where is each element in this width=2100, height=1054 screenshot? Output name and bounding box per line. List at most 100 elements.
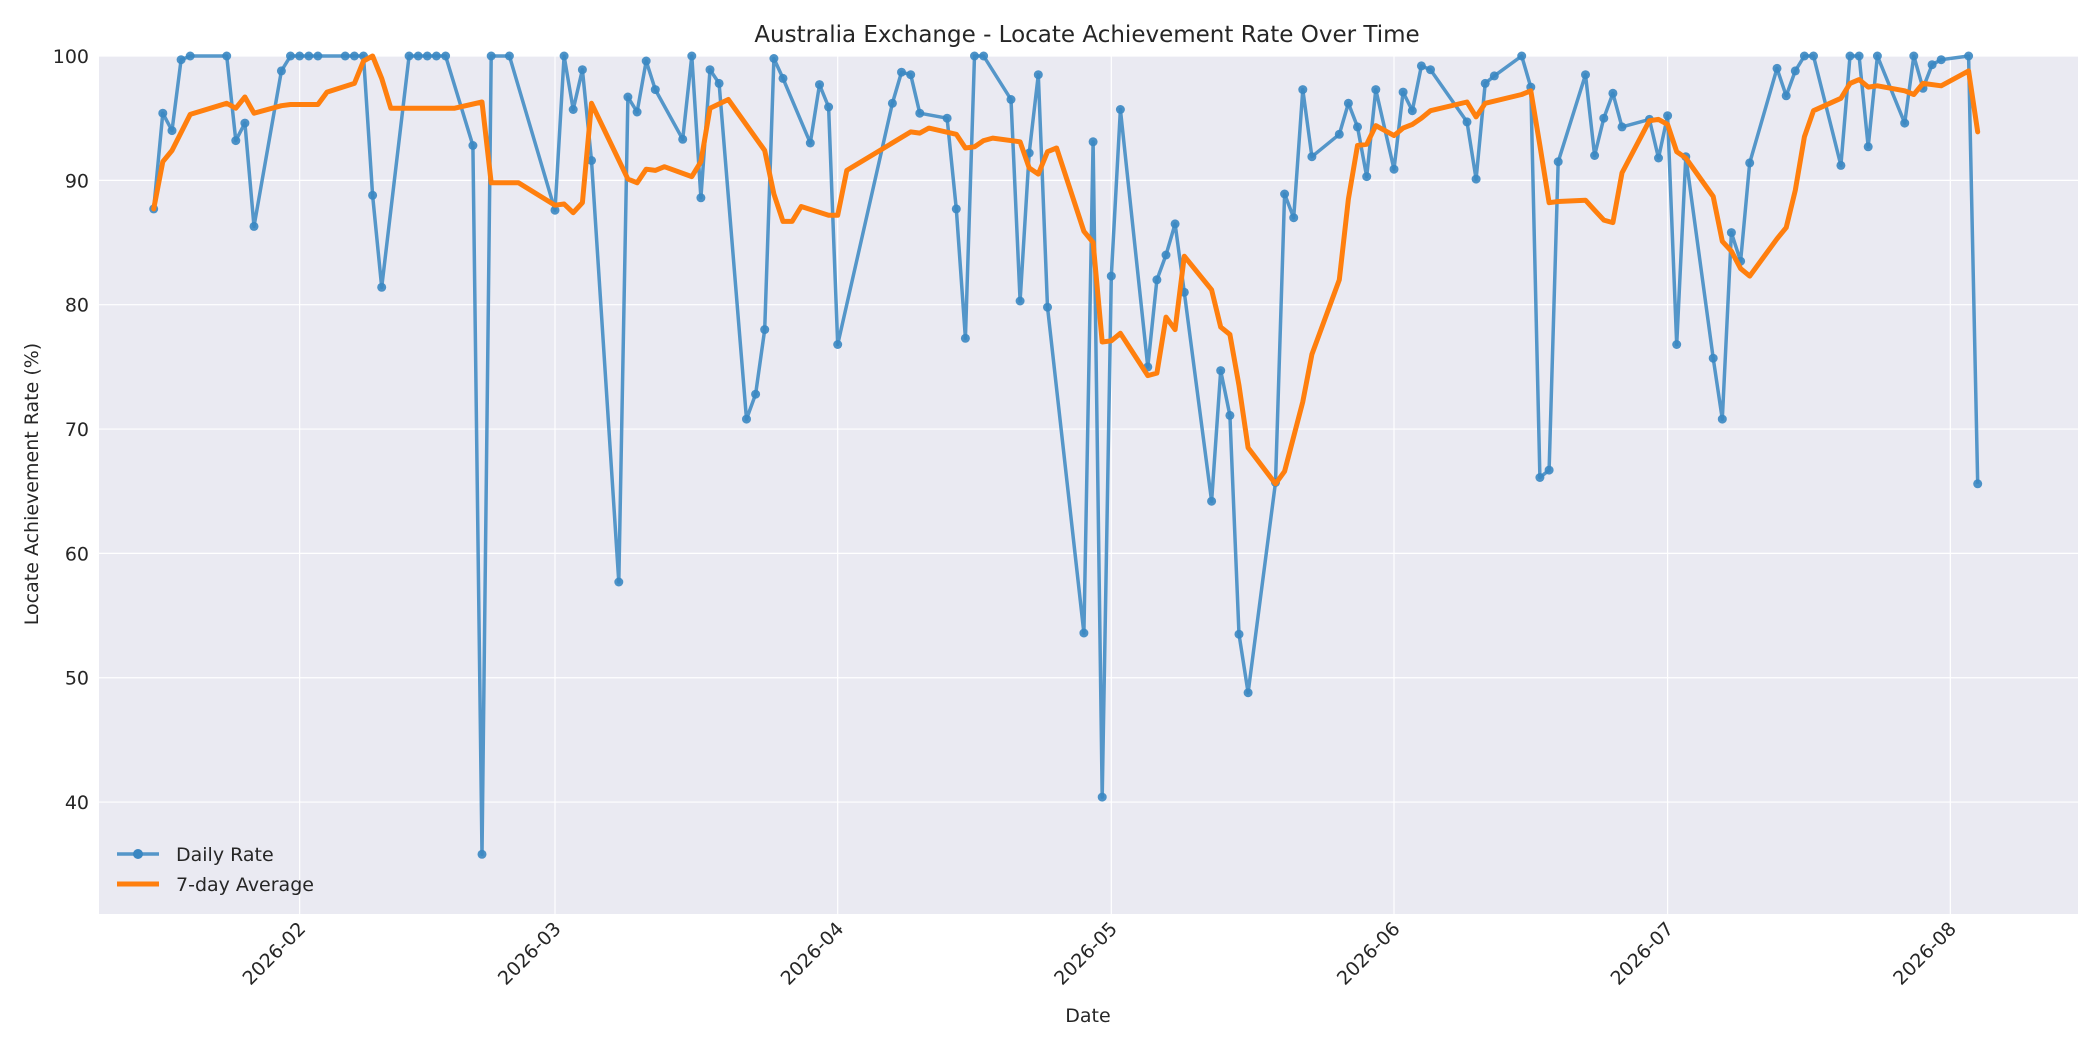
data-point-daily-rate bbox=[587, 156, 596, 165]
legend-item-daily-rate: Daily Rate bbox=[117, 844, 274, 866]
data-point-daily-rate bbox=[1654, 153, 1663, 163]
data-point-daily-rate bbox=[468, 141, 478, 150]
data-point-daily-rate bbox=[915, 108, 925, 118]
data-point-daily-rate bbox=[1663, 111, 1673, 121]
data-point-daily-rate bbox=[1462, 117, 1472, 127]
data-point-daily-rate bbox=[404, 51, 414, 61]
data-point-daily-rate bbox=[1900, 118, 1910, 128]
data-point-daily-rate bbox=[504, 51, 514, 61]
data-point-daily-rate bbox=[979, 51, 989, 61]
data-point-daily-rate bbox=[1371, 85, 1381, 95]
x-tick-label: 2026-02 bbox=[238, 918, 310, 990]
data-point-daily-rate bbox=[1726, 228, 1736, 238]
data-point-daily-rate bbox=[1717, 414, 1727, 424]
data-point-daily-rate bbox=[824, 102, 834, 112]
y-tick-label: 70 bbox=[65, 419, 89, 441]
data-point-daily-rate bbox=[1398, 87, 1408, 97]
y-tick-label: 100 bbox=[53, 46, 89, 68]
data-point-daily-rate bbox=[632, 107, 642, 117]
data-point-daily-rate bbox=[1033, 70, 1043, 80]
data-point-daily-rate bbox=[368, 190, 378, 200]
data-point-daily-rate bbox=[687, 51, 697, 61]
data-point-daily-rate bbox=[1426, 65, 1435, 75]
data-point-daily-rate bbox=[413, 51, 423, 61]
data-point-daily-rate bbox=[1471, 174, 1481, 184]
data-point-daily-rate bbox=[1854, 51, 1864, 61]
data-point-daily-rate bbox=[176, 55, 186, 65]
plot-area bbox=[99, 56, 2078, 914]
x-axis-ticks: 2026-02 2026-03 2026-04 2026-05 2026-06 2026-… bbox=[238, 918, 1960, 990]
data-point-daily-rate bbox=[577, 65, 587, 75]
data-point-daily-rate bbox=[1170, 219, 1180, 229]
data-point-daily-rate bbox=[742, 414, 751, 424]
data-point-daily-rate bbox=[1544, 465, 1554, 475]
data-point-daily-rate bbox=[185, 51, 195, 61]
legend-label-7-day-average: 7-day Average bbox=[176, 874, 314, 896]
x-tick-label: 2026-08 bbox=[1889, 918, 1961, 990]
data-point-daily-rate bbox=[1343, 98, 1353, 108]
y-tick-label: 80 bbox=[65, 295, 89, 317]
data-point-daily-rate bbox=[1234, 629, 1244, 639]
data-point-daily-rate bbox=[951, 204, 961, 214]
data-point-daily-rate bbox=[1334, 129, 1344, 139]
data-point-daily-rate bbox=[1608, 88, 1618, 98]
data-point-daily-rate bbox=[678, 134, 688, 144]
data-point-daily-rate bbox=[1079, 628, 1089, 638]
data-point-daily-rate bbox=[1836, 160, 1846, 170]
data-point-daily-rate bbox=[1973, 479, 1983, 489]
data-point-daily-rate bbox=[1964, 51, 1974, 61]
data-point-daily-rate bbox=[751, 389, 761, 399]
data-point-daily-rate bbox=[815, 80, 824, 90]
series-layer bbox=[149, 51, 1983, 859]
data-point-daily-rate bbox=[760, 325, 770, 335]
y-tick-label: 40 bbox=[65, 792, 89, 814]
data-point-daily-rate bbox=[231, 136, 241, 146]
data-point-daily-rate bbox=[942, 113, 952, 123]
data-point-daily-rate bbox=[1535, 473, 1545, 482]
data-point-daily-rate bbox=[1845, 51, 1855, 61]
data-point-daily-rate bbox=[1872, 51, 1882, 61]
data-point-daily-rate bbox=[286, 51, 295, 61]
data-point-daily-rate bbox=[887, 98, 897, 108]
data-point-daily-rate bbox=[1772, 63, 1782, 73]
legend-marker-daily-rate bbox=[133, 849, 143, 859]
data-point-daily-rate bbox=[714, 78, 724, 88]
data-point-daily-rate bbox=[276, 66, 286, 76]
data-point-daily-rate bbox=[1015, 296, 1025, 306]
data-point-daily-rate bbox=[1106, 271, 1116, 281]
data-point-daily-rate bbox=[158, 108, 168, 118]
data-point-daily-rate bbox=[1480, 78, 1490, 88]
data-point-daily-rate bbox=[313, 51, 323, 61]
data-point-daily-rate bbox=[769, 54, 779, 63]
data-point-daily-rate bbox=[1280, 189, 1290, 199]
data-point-daily-rate bbox=[705, 65, 715, 75]
data-point-daily-rate bbox=[167, 126, 177, 136]
data-point-daily-rate bbox=[568, 105, 578, 114]
data-point-daily-rate bbox=[1590, 151, 1600, 160]
data-point-daily-rate bbox=[1097, 792, 1107, 802]
data-point-daily-rate bbox=[222, 51, 232, 61]
data-point-daily-rate bbox=[1790, 66, 1800, 76]
data-point-daily-rate bbox=[240, 118, 250, 128]
data-point-daily-rate bbox=[778, 73, 788, 83]
data-point-daily-rate bbox=[696, 193, 706, 203]
data-point-daily-rate bbox=[1708, 353, 1718, 363]
data-point-daily-rate bbox=[650, 85, 660, 95]
data-point-daily-rate bbox=[1553, 157, 1563, 167]
data-point-daily-rate bbox=[1672, 340, 1682, 349]
data-point-daily-rate bbox=[1353, 122, 1362, 132]
data-point-daily-rate bbox=[431, 51, 441, 61]
data-point-daily-rate bbox=[623, 92, 633, 102]
data-point-daily-rate bbox=[349, 51, 359, 61]
data-point-daily-rate bbox=[1161, 250, 1171, 260]
data-point-daily-rate bbox=[897, 67, 906, 77]
data-point-daily-rate bbox=[805, 138, 815, 148]
data-point-daily-rate bbox=[960, 333, 970, 343]
x-tick-label: 2026-03 bbox=[494, 918, 566, 990]
data-point-daily-rate bbox=[1581, 70, 1590, 80]
data-point-daily-rate bbox=[1362, 172, 1372, 182]
data-point-daily-rate bbox=[906, 70, 916, 80]
data-point-daily-rate bbox=[1115, 105, 1125, 114]
data-point-daily-rate bbox=[1289, 213, 1299, 223]
